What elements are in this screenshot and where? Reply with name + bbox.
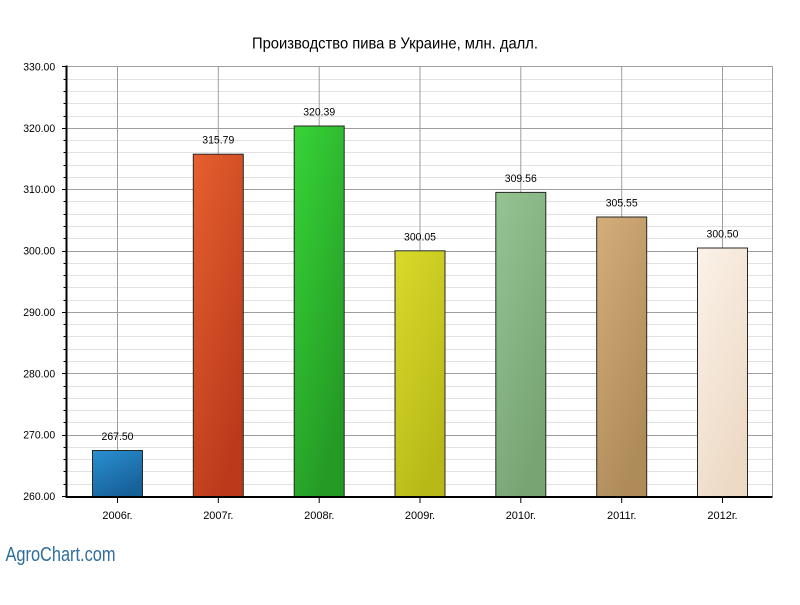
svg-text:2011г.: 2011г.	[607, 510, 636, 522]
svg-text:309.56: 309.56	[505, 173, 537, 185]
svg-text:2012г.: 2012г.	[707, 510, 737, 522]
svg-text:300.05: 300.05	[404, 231, 436, 243]
svg-text:290.00: 290.00	[23, 307, 55, 319]
svg-text:305.55: 305.55	[606, 198, 638, 210]
svg-text:260.00: 260.00	[23, 491, 55, 503]
svg-text:330.00: 330.00	[23, 62, 55, 74]
svg-text:280.00: 280.00	[23, 368, 55, 380]
svg-text:2008г.: 2008г.	[304, 510, 334, 522]
svg-text:2010г.: 2010г.	[506, 510, 536, 522]
svg-text:2006г.: 2006г.	[102, 510, 132, 522]
svg-text:2009г.: 2009г.	[405, 510, 435, 522]
svg-text:Производство пива в Украине, м: Производство пива в Украине, млн. далл.	[252, 36, 538, 53]
svg-text:267.50: 267.50	[102, 431, 134, 443]
svg-text:315.79: 315.79	[202, 135, 234, 147]
svg-text:320.39: 320.39	[303, 107, 335, 119]
svg-text:AgroChart.com: AgroChart.com	[6, 544, 116, 566]
svg-text:320.00: 320.00	[23, 123, 55, 135]
svg-text:300.00: 300.00	[23, 246, 55, 258]
svg-text:310.00: 310.00	[23, 184, 55, 196]
svg-text:300.50: 300.50	[707, 229, 739, 241]
svg-text:2007г.: 2007г.	[203, 510, 233, 522]
svg-text:270.00: 270.00	[23, 430, 55, 442]
